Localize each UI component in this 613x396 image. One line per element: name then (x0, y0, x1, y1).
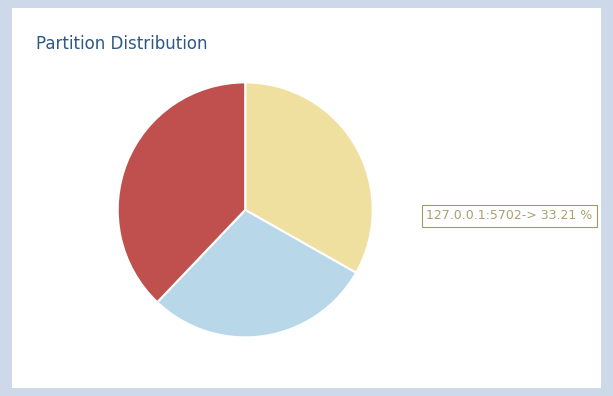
Wedge shape (118, 82, 245, 302)
Text: Partition Distribution: Partition Distribution (36, 34, 207, 53)
Wedge shape (158, 210, 356, 337)
Wedge shape (245, 82, 373, 273)
Text: 127.0.0.1:5702-> 33.21 %: 127.0.0.1:5702-> 33.21 % (426, 209, 592, 222)
